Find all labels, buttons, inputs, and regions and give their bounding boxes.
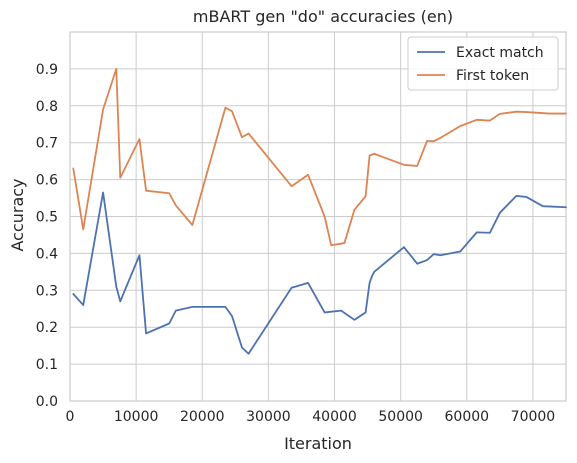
x-tick-label: 20000 — [180, 409, 225, 425]
series-lines — [73, 69, 566, 354]
x-tick-label: 10000 — [114, 409, 159, 425]
x-tick-label: 50000 — [378, 409, 423, 425]
y-tick-label: 0.8 — [36, 99, 58, 115]
y-tick-label: 0.9 — [36, 62, 58, 78]
y-tick-label: 0.2 — [36, 320, 58, 336]
series-line-first-token — [73, 69, 566, 245]
chart-title: mBART gen "do" accuracies (en) — [193, 7, 453, 26]
legend-label-exact-match: Exact match — [456, 45, 544, 61]
x-tick-label: 40000 — [312, 409, 357, 425]
x-tick-labels: 0 10000 20000 30000 40000 50000 60000 70000 — [66, 409, 556, 425]
y-tick-label: 0.0 — [36, 394, 58, 410]
x-axis-label: Iteration — [284, 434, 352, 453]
x-tick-label: 30000 — [246, 409, 291, 425]
x-tick-label: 60000 — [445, 409, 490, 425]
y-tick-label: 0.6 — [36, 173, 58, 189]
x-tick-label: 70000 — [511, 409, 556, 425]
y-axis-label: Accuracy — [8, 178, 27, 251]
legend: Exact match First token — [408, 37, 558, 90]
y-tick-label: 0.3 — [36, 283, 58, 299]
y-tick-label: 0.5 — [36, 210, 58, 226]
y-tick-label: 0.1 — [36, 357, 58, 373]
legend-label-first-token: First token — [456, 68, 529, 84]
y-tick-label: 0.7 — [36, 136, 58, 152]
x-tick-label: 0 — [66, 409, 75, 425]
y-tick-label: 0.4 — [36, 246, 58, 262]
y-tick-labels: 0.0 0.1 0.2 0.3 0.4 0.5 0.6 0.7 0.8 0.9 — [36, 62, 58, 410]
